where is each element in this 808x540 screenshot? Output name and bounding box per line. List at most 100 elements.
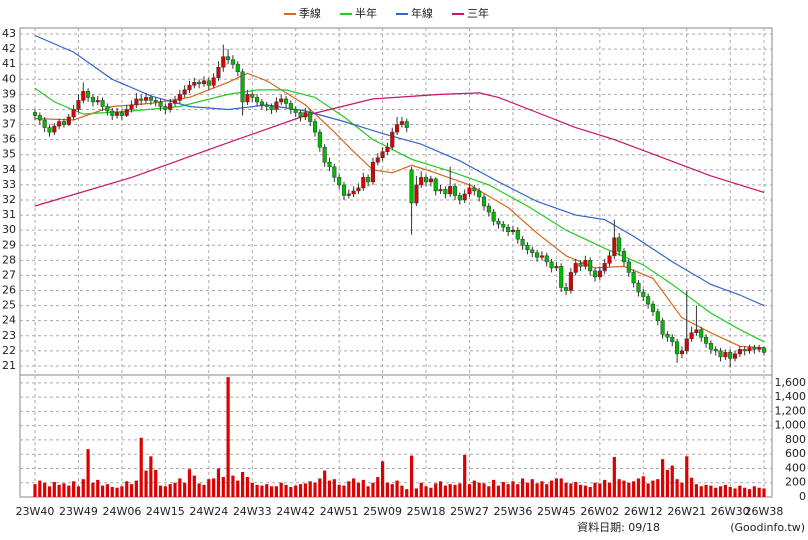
volume-bar: [57, 484, 61, 497]
volume-bar: [303, 483, 307, 497]
candle-body: [308, 112, 313, 122]
volume-bar: [709, 485, 713, 497]
candle-body: [134, 98, 139, 106]
volume-bar: [636, 478, 641, 497]
candle-body: [597, 270, 602, 278]
candle-body: [81, 91, 86, 101]
candle-body: [626, 261, 631, 273]
volume-bar: [168, 484, 172, 497]
candle-body: [163, 106, 168, 110]
candle-body: [153, 100, 158, 103]
volume-bar: [564, 482, 568, 497]
volume-bar: [424, 486, 428, 497]
candle-body: [704, 337, 709, 344]
volume-bar: [429, 487, 433, 497]
candle-body: [115, 112, 120, 116]
volume-bar: [390, 484, 394, 497]
x-tick-label: 26W12: [624, 505, 663, 518]
volume-bar: [685, 456, 689, 497]
candle-body: [90, 97, 95, 103]
volume-bar: [76, 486, 81, 497]
candle-body: [351, 190, 356, 195]
volume-bar: [347, 481, 351, 497]
volume-bar: [178, 478, 182, 497]
volume-bar: [163, 486, 167, 497]
candle-body: [399, 121, 404, 125]
candle-body: [742, 349, 747, 352]
volume-bar: [62, 483, 66, 497]
candle-body: [269, 106, 274, 110]
volume-bar: [284, 484, 288, 497]
candle-body: [201, 80, 207, 85]
volume-bar: [298, 484, 303, 497]
candle-body: [42, 119, 47, 128]
x-tick-label: 26W02: [580, 505, 619, 518]
candle-body: [477, 190, 482, 198]
volume-bar: [646, 483, 650, 497]
volume-tick-label: 1,600: [775, 376, 807, 389]
candle-body: [119, 112, 124, 116]
candle-body: [283, 98, 289, 104]
volume-bar: [361, 479, 365, 497]
volume-bar: [105, 484, 110, 497]
volume-bar: [675, 479, 679, 497]
volume-bar: [226, 377, 230, 497]
volume-bar: [279, 482, 283, 497]
candle-body: [221, 56, 226, 68]
volume-bar: [96, 479, 100, 497]
candle-body: [713, 349, 718, 352]
y-tick-label: 23: [2, 329, 16, 342]
candle-body: [322, 146, 327, 163]
volume-bar: [762, 488, 766, 497]
volume-bar: [718, 486, 723, 497]
volume-bar: [574, 482, 578, 497]
volume-bar: [477, 482, 481, 497]
candle-body: [197, 82, 202, 85]
volume-bar: [313, 482, 317, 497]
candle-body: [143, 97, 149, 101]
candle-body: [419, 177, 424, 186]
candle-body: [607, 255, 612, 264]
candle-body: [274, 101, 279, 110]
x-tick-label: 23W40: [16, 505, 55, 518]
candle-body: [424, 177, 429, 183]
volume-bar: [699, 486, 703, 497]
volume-bar: [694, 484, 699, 497]
candle-body: [76, 100, 81, 110]
volume-bar: [463, 454, 467, 497]
volume-bar: [342, 485, 346, 497]
volume-bar: [747, 489, 752, 497]
candle-body: [337, 177, 342, 186]
volume-bar: [554, 478, 559, 497]
volume-bar: [192, 475, 196, 497]
volume-bar: [467, 484, 472, 497]
volume-bar: [52, 482, 56, 497]
y-tick-label: 41: [2, 57, 16, 70]
candle-body: [240, 71, 245, 103]
x-tick-label: 25W45: [537, 505, 576, 518]
candle-body: [168, 103, 173, 110]
legend-label: 季線: [299, 6, 321, 20]
candle-body: [641, 291, 646, 297]
volume-bar: [86, 449, 90, 497]
y-tick-label: 34: [2, 163, 16, 176]
candle-body: [443, 189, 448, 195]
candle-body: [404, 121, 409, 128]
volume-bar: [376, 477, 380, 497]
candle-body: [462, 193, 467, 201]
candle-body: [699, 329, 704, 338]
candle-body: [52, 125, 57, 133]
volume-bar: [506, 484, 510, 497]
candle-body: [568, 272, 573, 291]
volume-bar: [366, 486, 370, 497]
legend-label: 半年: [355, 6, 377, 20]
volume-bar: [622, 480, 626, 497]
volume-bar: [482, 483, 486, 497]
volume-bar: [260, 485, 264, 497]
volume-bar: [323, 470, 327, 497]
volume-bar: [757, 487, 761, 497]
volume-bar: [569, 483, 573, 497]
volume-bar: [641, 476, 645, 497]
candle-body: [675, 341, 680, 355]
